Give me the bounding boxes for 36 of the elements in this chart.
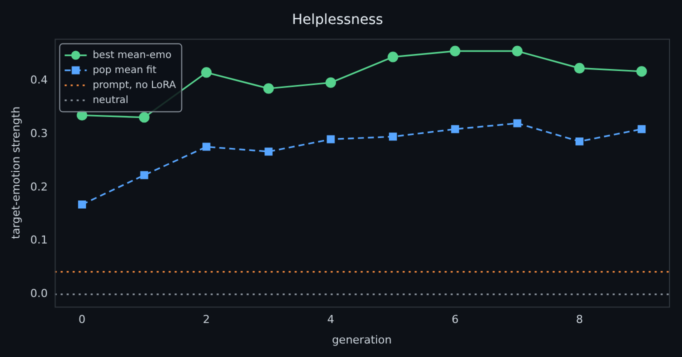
y-tick-label: 0.0 xyxy=(30,287,48,300)
point xyxy=(325,77,336,88)
point xyxy=(450,46,460,56)
point xyxy=(388,52,398,62)
x-tick-label: 4 xyxy=(327,313,334,326)
point xyxy=(202,142,210,151)
point xyxy=(451,125,460,134)
x-tick-label: 0 xyxy=(78,313,86,326)
legend-label: prompt, no LoRA xyxy=(92,80,176,91)
point xyxy=(574,62,585,74)
chart-title: Helplessness xyxy=(292,12,384,28)
x-tick-label: 8 xyxy=(576,313,583,326)
legend-label: pop mean fit xyxy=(92,64,157,76)
point xyxy=(78,200,86,208)
y-tick-label: 0.2 xyxy=(30,180,48,194)
point xyxy=(263,83,274,94)
point xyxy=(138,112,150,123)
x-axis-title: generation xyxy=(332,333,392,346)
legend-label: best mean-emo xyxy=(92,50,172,61)
y-tick-label: 0.4 xyxy=(30,73,48,86)
y-axis-title: target-emotion strength xyxy=(9,106,22,239)
point xyxy=(326,135,335,144)
x-tick-label: 2 xyxy=(202,313,210,326)
point xyxy=(513,119,522,128)
point xyxy=(201,67,212,78)
point xyxy=(140,171,148,180)
y-tick-label: 0.1 xyxy=(30,234,48,247)
point xyxy=(512,46,523,56)
point xyxy=(636,66,647,77)
legend-label: neutral xyxy=(92,94,128,106)
point xyxy=(388,132,397,141)
point xyxy=(638,125,646,134)
y-tick-label: 0.3 xyxy=(30,126,48,140)
point xyxy=(264,148,273,156)
x-tick-label: 6 xyxy=(452,313,459,326)
point xyxy=(575,137,584,146)
